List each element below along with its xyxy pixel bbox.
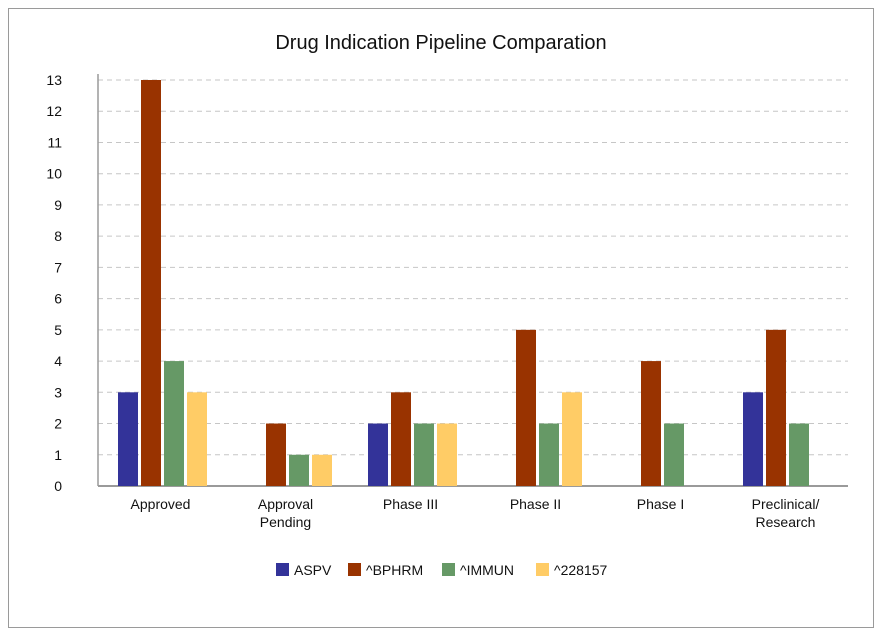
y-tick-label: 7 xyxy=(54,259,62,275)
bar xyxy=(766,329,786,486)
legend-label: ^IMMUN xyxy=(460,562,514,578)
bar xyxy=(368,423,388,486)
x-tick-label: Phase I xyxy=(637,496,684,512)
y-tick-label: 1 xyxy=(54,447,62,463)
bar xyxy=(562,392,582,486)
legend-swatch xyxy=(442,563,455,576)
x-tick-label: Approval Pending xyxy=(258,496,313,530)
bar xyxy=(414,423,434,486)
bar xyxy=(141,80,161,486)
y-tick-label: 10 xyxy=(46,166,62,182)
bar xyxy=(539,423,559,486)
y-tick-label: 3 xyxy=(54,384,62,400)
x-tick-label: Phase II xyxy=(510,496,561,512)
legend-swatch xyxy=(536,563,549,576)
chart-title: Drug Indication Pipeline Comparation xyxy=(275,32,606,54)
y-tick-label: 2 xyxy=(54,416,62,432)
bar xyxy=(312,454,332,486)
legend-swatch xyxy=(276,563,289,576)
bar xyxy=(118,392,138,486)
bar xyxy=(289,454,309,486)
bar xyxy=(664,423,684,486)
x-tick-label: Approved xyxy=(131,496,191,512)
legend-swatch xyxy=(348,563,361,576)
y-tick-label: 8 xyxy=(54,228,62,244)
bar xyxy=(164,361,184,486)
bar xyxy=(516,329,536,486)
x-tick-label: Phase III xyxy=(383,496,438,512)
bar xyxy=(789,423,809,486)
bar xyxy=(437,423,457,486)
bar xyxy=(187,392,207,486)
y-tick-label: 5 xyxy=(54,322,62,338)
y-tick-label: 11 xyxy=(47,134,62,150)
y-tick-label: 4 xyxy=(54,353,62,369)
bar xyxy=(266,423,286,486)
legend-label: ASPV xyxy=(294,562,332,578)
y-tick-label: 9 xyxy=(54,197,62,213)
x-tick-label: Preclinical/Research xyxy=(752,496,820,530)
y-tick-label: 13 xyxy=(46,72,62,88)
legend-label: ^BPHRM xyxy=(366,562,423,578)
legend-label: ^228157 xyxy=(554,562,608,578)
y-tick-label: 6 xyxy=(54,291,62,307)
y-tick-label: 12 xyxy=(46,103,62,119)
bar xyxy=(641,361,661,486)
y-tick-label: 0 xyxy=(54,478,62,494)
bar xyxy=(743,392,763,486)
bar xyxy=(391,392,411,486)
